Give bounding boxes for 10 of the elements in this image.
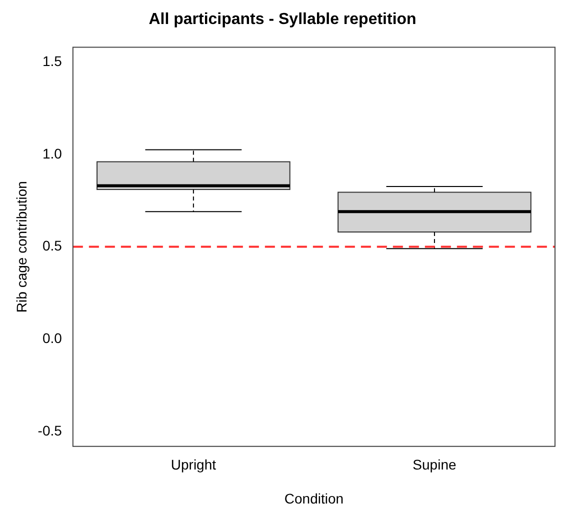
x-tick-label: Upright <box>170 456 216 473</box>
x-tick-label: Supine <box>412 456 456 473</box>
y-tick-label: -0.5 <box>38 422 62 438</box>
y-tick-label: 0.0 <box>42 330 62 346</box>
x-axis-title: Condition <box>284 490 344 506</box>
y-tick-label: 0.5 <box>42 238 62 254</box>
y-axis-title: Rib cage contribution <box>13 181 30 313</box>
y-tick-label: 1.5 <box>42 52 62 69</box>
chart-title: All participants - Syllable repetition <box>148 11 416 28</box>
y-tick-label: 1.0 <box>42 145 62 162</box>
